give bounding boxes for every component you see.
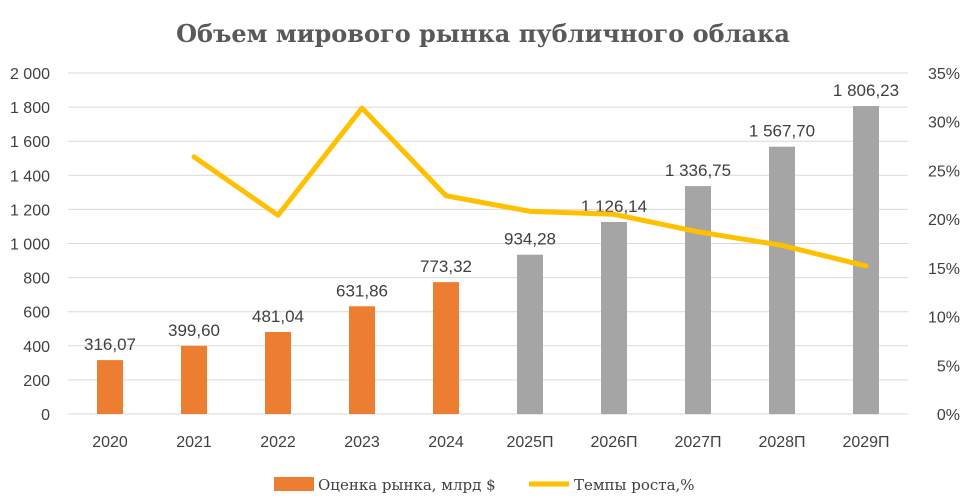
left-axis-tick-label: 1 400 bbox=[10, 168, 50, 185]
legend-label-line: Темпы роста,% bbox=[574, 476, 695, 494]
left-axis-tick-label: 1 600 bbox=[10, 134, 50, 151]
x-axis-ticks: 2020 2021 2022 2023 2024 2025П 2026П 2027П 2028П… bbox=[92, 434, 889, 451]
legend-label-bar: Оценка рынка, млрд $ bbox=[318, 476, 496, 494]
right-axis-tick-label: 0% bbox=[937, 407, 960, 424]
bar bbox=[349, 306, 375, 414]
left-axis-tick-label: 0 bbox=[41, 407, 50, 424]
x-axis-tick-label: 2023 bbox=[344, 434, 380, 451]
x-axis-tick-label: 2028П bbox=[758, 434, 805, 451]
right-axis-tick-label: 15% bbox=[928, 261, 960, 278]
growth-line-series bbox=[191, 105, 869, 269]
right-axis-tick-label: 35% bbox=[928, 66, 960, 83]
right-axis-tick-label: 5% bbox=[937, 358, 960, 375]
bar bbox=[181, 345, 207, 414]
x-axis-tick-label: 2020 bbox=[92, 434, 128, 451]
bar bbox=[97, 360, 123, 414]
gridlines bbox=[68, 72, 908, 415]
bar-data-label: 481,04 bbox=[252, 307, 304, 326]
left-axis-tick-label: 200 bbox=[23, 373, 50, 390]
right-axis-tick-label: 10% bbox=[928, 310, 960, 327]
bar-data-label: 1 806,23 bbox=[833, 81, 899, 100]
left-axis-tick-label: 400 bbox=[23, 339, 50, 356]
right-axis-ticks: 0% 5% 10% 15% 20% 25% 30% 35% bbox=[928, 66, 960, 424]
bar bbox=[433, 282, 459, 414]
bar bbox=[601, 221, 627, 414]
x-axis-tick-label: 2022 bbox=[260, 434, 296, 451]
left-axis-ticks: 0 200 400 600 800 1 000 1 200 1 400 1 600 1 800 2 … bbox=[10, 66, 50, 424]
left-axis-tick-label: 800 bbox=[23, 271, 50, 288]
left-axis-tick-label: 1 200 bbox=[10, 202, 50, 219]
bar-data-label: 316,07 bbox=[84, 335, 136, 354]
chart-title: Объем мирового рынка публичного облака bbox=[176, 19, 790, 48]
right-axis-tick-label: 30% bbox=[928, 115, 960, 132]
right-axis-tick-label: 20% bbox=[928, 212, 960, 229]
x-axis-tick-label: 2024 bbox=[428, 434, 464, 451]
left-axis-tick-label: 1 800 bbox=[10, 100, 50, 117]
legend-swatch-bar bbox=[274, 477, 314, 491]
bar bbox=[769, 146, 795, 414]
left-axis-tick-label: 2 000 bbox=[10, 66, 50, 83]
x-axis-tick-label: 2026П bbox=[590, 434, 637, 451]
left-axis-tick-label: 1 000 bbox=[10, 237, 50, 254]
x-axis-tick-label: 2021 bbox=[176, 434, 212, 451]
x-axis-tick-label: 2029П bbox=[842, 434, 889, 451]
left-axis-tick-label: 600 bbox=[23, 305, 50, 322]
growth-line bbox=[191, 105, 869, 269]
bar bbox=[685, 186, 711, 414]
bar bbox=[265, 331, 291, 414]
right-axis-tick-label: 25% bbox=[928, 163, 960, 180]
bar-data-label: 1 567,70 bbox=[749, 122, 815, 141]
bar-data-label: 399,60 bbox=[168, 321, 220, 340]
bar-data-label: 934,28 bbox=[504, 230, 556, 249]
bar-data-label: 631,86 bbox=[336, 281, 388, 300]
bar-data-label: 1 336,75 bbox=[665, 161, 731, 180]
x-axis-tick-label: 2027П bbox=[674, 434, 721, 451]
x-axis-tick-label: 2025П bbox=[506, 434, 553, 451]
bar bbox=[517, 254, 543, 414]
bar bbox=[853, 106, 879, 415]
bar-series bbox=[97, 106, 879, 415]
legend: Оценка рынка, млрд $ Темпы роста,% bbox=[274, 476, 695, 494]
bar-data-label: 773,32 bbox=[420, 257, 472, 276]
